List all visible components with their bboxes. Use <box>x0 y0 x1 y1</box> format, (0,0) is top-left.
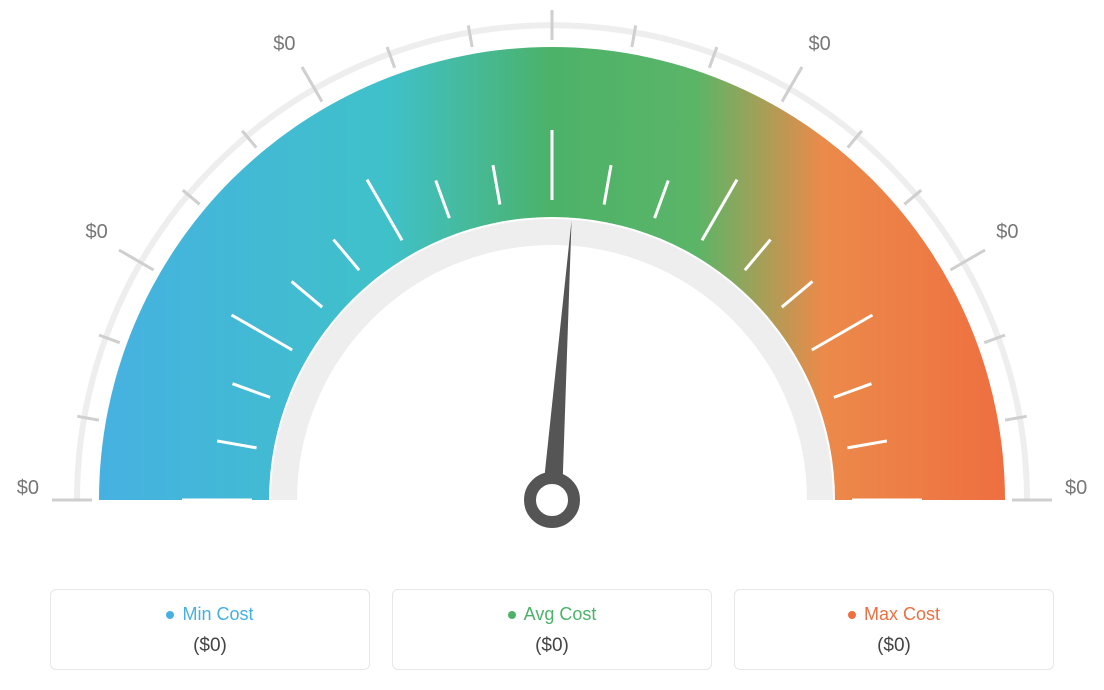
legend-value-min: ($0) <box>61 635 359 657</box>
legend-dot-icon <box>508 611 516 619</box>
legend-label-text: Min Cost <box>182 604 253 625</box>
scale-label: $0 <box>273 33 295 56</box>
legend-label-text: Max Cost <box>864 604 940 625</box>
legend-label-min: Min Cost <box>61 604 359 625</box>
gauge-svg <box>0 10 1104 570</box>
legend-card-avg: Avg Cost ($0) <box>392 589 712 670</box>
legend-label-text: Avg Cost <box>524 604 597 625</box>
legend-label-max: Max Cost <box>745 604 1043 625</box>
cost-gauge-widget: $0$0$0$0$0$0$0 Min Cost ($0) Avg Cost ($… <box>0 0 1104 690</box>
legend-value-avg: ($0) <box>403 635 701 657</box>
legend-row: Min Cost ($0) Avg Cost ($0) Max Cost ($0… <box>0 589 1104 670</box>
scale-label: $0 <box>1065 477 1087 500</box>
scale-label: $0 <box>85 221 107 244</box>
legend-card-max: Max Cost ($0) <box>734 589 1054 670</box>
scale-label: $0 <box>809 33 831 56</box>
gauge-chart <box>0 10 1104 575</box>
scale-label: $0 <box>17 477 39 500</box>
legend-dot-icon <box>848 611 856 619</box>
legend-card-min: Min Cost ($0) <box>50 589 370 670</box>
scale-label: $0 <box>996 221 1018 244</box>
legend-value-max: ($0) <box>745 635 1043 657</box>
legend-label-avg: Avg Cost <box>403 604 701 625</box>
legend-dot-icon <box>166 611 174 619</box>
